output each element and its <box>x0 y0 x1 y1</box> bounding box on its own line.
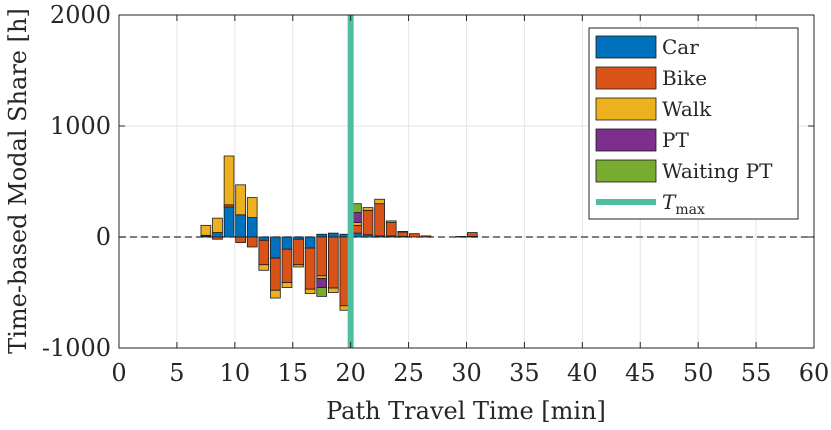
bar-walk <box>258 264 270 271</box>
x-axis: 0 5 10 15 20 25 30 35 40 45 50 55 60 <box>111 15 829 387</box>
bar-car <box>281 236 293 250</box>
bar-bike <box>327 236 339 289</box>
bar-walk <box>374 198 385 205</box>
legend-box <box>588 27 799 220</box>
bar-car <box>327 232 339 238</box>
bar-bike <box>455 236 467 238</box>
legend-label-t-max-main: T <box>662 190 677 214</box>
y-tick-label: 0 <box>96 223 111 251</box>
bar-car <box>223 206 235 238</box>
x-tick-label: 10 <box>220 359 251 387</box>
x-tick-label: 20 <box>335 359 366 387</box>
x-tick-label: 40 <box>567 359 598 387</box>
x-tick-label: 45 <box>625 359 656 387</box>
x-tick-label: 15 <box>277 359 308 387</box>
bar-walk <box>212 217 223 233</box>
bar-walk <box>304 288 316 295</box>
legend-swatch-pt <box>595 128 657 152</box>
legend-swatch-bike <box>595 66 657 90</box>
bar-bike <box>316 236 328 277</box>
x-tick-label: 30 <box>451 359 482 387</box>
x-tick-label: 50 <box>683 359 714 387</box>
bar-bike <box>270 257 281 291</box>
bar-walk <box>223 155 235 206</box>
bar-bike <box>362 209 374 236</box>
legend-label-bike: Bike <box>662 66 707 90</box>
y-tick-label: -1000 <box>42 334 111 362</box>
y-axis: -1000 0 1000 2000 <box>42 1 814 362</box>
x-tick-label: 35 <box>509 359 540 387</box>
bar-walk <box>362 207 374 211</box>
bar-bike <box>258 239 270 266</box>
x-tick-label: 0 <box>111 359 126 387</box>
bar-walk <box>281 282 293 288</box>
bar-bike <box>212 236 223 240</box>
bar-bike <box>304 247 316 290</box>
x-axis-label: Path Travel Time [min] <box>326 397 606 425</box>
bar-bike <box>293 238 304 266</box>
legend-swatch-car <box>595 35 657 59</box>
bar-walk <box>385 220 397 223</box>
bar-bike <box>281 248 293 283</box>
bar-pt <box>316 278 328 288</box>
legend-label-walk: Walk <box>662 97 712 121</box>
bar-bike <box>246 236 258 248</box>
y-tick-label: 1000 <box>50 112 111 140</box>
legend-label-car: Car <box>662 35 699 59</box>
bar-walk <box>316 275 328 280</box>
bar-waiting-pt <box>316 287 328 297</box>
bar-walk <box>235 184 246 216</box>
bar-walk <box>270 289 281 299</box>
bar-bike <box>397 231 409 237</box>
bar-bike <box>420 235 432 238</box>
bar-car <box>258 236 270 241</box>
bar-walk <box>293 264 304 268</box>
legend-swatch-waiting-pt <box>595 159 657 183</box>
bar-bike <box>374 203 385 237</box>
bar-walk <box>200 224 212 236</box>
legend-label-t-max: Tmax <box>662 190 705 218</box>
bar-bike <box>466 232 478 237</box>
bar-bike <box>409 233 420 238</box>
y-tick-label: 2000 <box>50 1 111 29</box>
bar-car <box>270 236 281 259</box>
legend: Car Bike Walk PT Waiting PT Tmax <box>588 27 799 220</box>
bar-walk <box>397 231 409 233</box>
legend-label-waiting-pt: Waiting PT <box>662 159 773 183</box>
bar-car <box>304 236 316 249</box>
y-axis-label: Time-based Modal Share [h] <box>4 8 32 354</box>
bar-car <box>235 214 246 238</box>
bar-car <box>316 233 328 238</box>
bar-car <box>212 232 223 238</box>
legend-label-pt: PT <box>662 128 689 152</box>
bar-bike <box>235 236 246 243</box>
legend-label-t-max-subscript: max <box>675 202 705 218</box>
bars <box>200 155 478 311</box>
bar-car <box>246 217 258 238</box>
x-tick-label: 25 <box>393 359 424 387</box>
legend-swatch-walk <box>595 97 657 121</box>
bar-bike <box>385 222 397 237</box>
bar-walk <box>246 197 258 218</box>
x-tick-label: 55 <box>741 359 772 387</box>
x-tick-label: 5 <box>169 359 184 387</box>
x-tick-label: 60 <box>799 359 830 387</box>
bar-walk <box>327 287 339 293</box>
